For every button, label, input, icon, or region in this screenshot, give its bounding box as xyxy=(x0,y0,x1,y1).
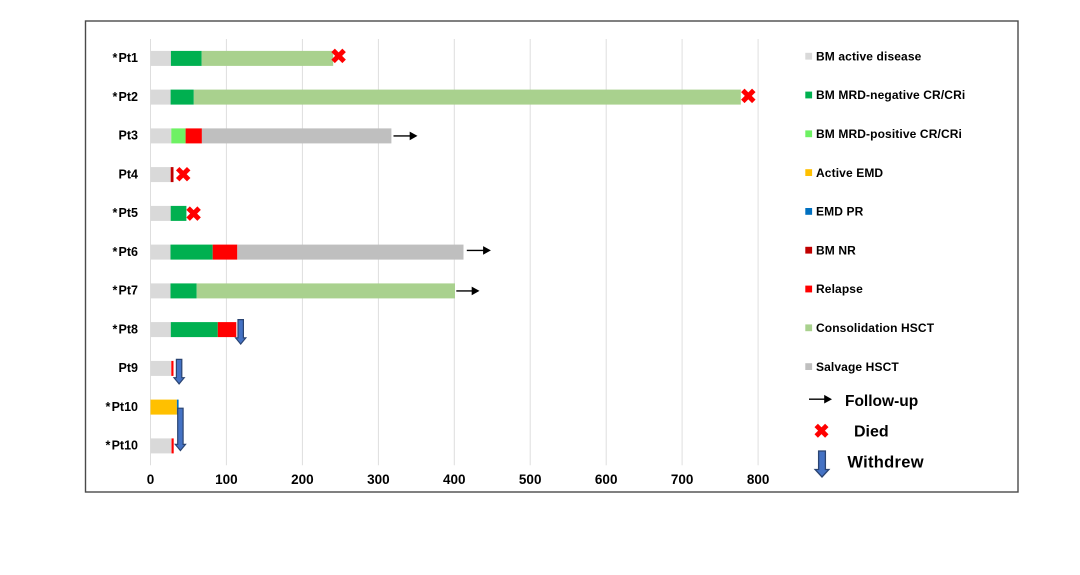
svg-text:700: 700 xyxy=(671,472,694,487)
svg-text:Pt4: Pt4 xyxy=(119,167,139,181)
svg-text:400: 400 xyxy=(443,472,466,487)
svg-text:100: 100 xyxy=(215,472,238,487)
svg-text:200: 200 xyxy=(291,472,314,487)
svg-text:Follow-up: Follow-up xyxy=(845,393,918,410)
svg-text:Withdrew: Withdrew xyxy=(847,454,924,472)
svg-text:Pt3: Pt3 xyxy=(119,129,139,143)
svg-text:Salvage HSCT: Salvage HSCT xyxy=(816,360,899,374)
svg-text:Pt9: Pt9 xyxy=(119,361,139,375)
svg-text:0: 0 xyxy=(147,472,155,487)
svg-text:*Pt1: *Pt1 xyxy=(112,51,138,65)
svg-text:BM active disease: BM active disease xyxy=(816,49,922,63)
svg-text:*Pt10: *Pt10 xyxy=(106,439,139,453)
svg-text:300: 300 xyxy=(367,472,390,487)
svg-text:800: 800 xyxy=(747,472,770,487)
svg-text:*Pt5: *Pt5 xyxy=(112,206,138,220)
svg-text:BM MRD-negative CR/CRi: BM MRD-negative CR/CRi xyxy=(816,88,965,102)
svg-text:*Pt10: *Pt10 xyxy=(106,400,139,414)
svg-text:BM MRD-positive CR/CRi: BM MRD-positive CR/CRi xyxy=(816,127,962,141)
svg-text:Relapse: Relapse xyxy=(816,282,863,296)
svg-text:*Pt8: *Pt8 xyxy=(112,322,138,336)
svg-text:Consolidation HSCT: Consolidation HSCT xyxy=(816,321,935,335)
svg-text:BM NR: BM NR xyxy=(816,243,856,257)
svg-text:500: 500 xyxy=(519,472,542,487)
svg-text:Active EMD: Active EMD xyxy=(816,166,883,180)
svg-text:*Pt6: *Pt6 xyxy=(112,245,138,259)
svg-text:*Pt2: *Pt2 xyxy=(112,90,138,104)
svg-text:*Pt7: *Pt7 xyxy=(112,284,138,298)
svg-text:EMD PR: EMD PR xyxy=(816,205,864,219)
svg-text:600: 600 xyxy=(595,472,618,487)
svg-text:Died: Died xyxy=(854,423,889,440)
